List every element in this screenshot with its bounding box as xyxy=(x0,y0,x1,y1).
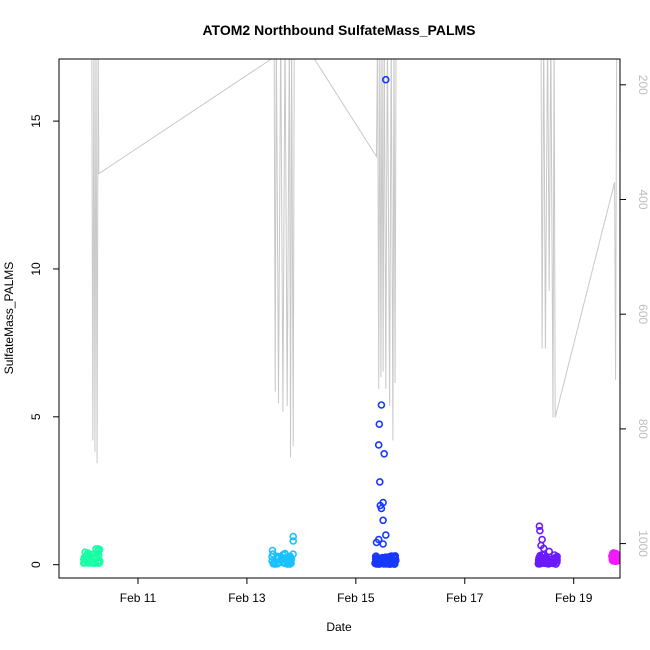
data-point xyxy=(374,441,383,449)
data-point xyxy=(379,516,387,525)
plot-frame xyxy=(58,58,621,579)
y-tick-label: 5 xyxy=(29,413,43,420)
data-point xyxy=(611,557,620,565)
x-tick-label: Feb 13 xyxy=(228,591,266,605)
data-point xyxy=(268,546,277,555)
data-point xyxy=(609,549,618,558)
y-tick-label: 0 xyxy=(29,561,43,568)
y2-tick-label: 600 xyxy=(636,304,650,324)
y-axis-label: SulfateMass_PALMS xyxy=(2,262,16,375)
data-point xyxy=(92,545,100,553)
data-point xyxy=(381,531,390,539)
data-point xyxy=(80,555,88,564)
y-tick-label: 15 xyxy=(29,114,43,128)
data-point xyxy=(85,558,93,567)
data-point xyxy=(545,547,554,556)
data-point xyxy=(289,537,298,545)
data-point xyxy=(375,420,384,429)
y-axis: 0 5 10 15 xyxy=(29,114,59,568)
data-point xyxy=(536,526,544,535)
data-point xyxy=(375,478,384,486)
x-axis: Feb 11 Feb 13 Feb 15 Feb 17 Feb 19 xyxy=(120,578,593,605)
data-point xyxy=(287,555,296,563)
y2-tick-label: 800 xyxy=(636,419,650,439)
data-point xyxy=(391,553,399,562)
pressure-line xyxy=(91,59,618,464)
data-point xyxy=(377,504,386,513)
data-point xyxy=(546,559,554,568)
data-point xyxy=(391,556,400,565)
data-point xyxy=(274,559,283,567)
y2-tick-label: 200 xyxy=(636,75,650,95)
data-point xyxy=(535,522,544,531)
x-axis-label: Date xyxy=(326,620,352,634)
y-tick-label: 10 xyxy=(29,262,43,276)
data-point xyxy=(81,558,89,567)
points-layer xyxy=(79,75,620,568)
chart-title: ATOM2 Northbound SulfateMass_PALMS xyxy=(202,22,475,38)
data-point xyxy=(377,401,386,409)
x-tick-label: Feb 11 xyxy=(120,591,157,605)
data-point xyxy=(381,75,390,84)
x-tick-label: Feb 19 xyxy=(555,591,593,605)
pressure-layer xyxy=(91,59,618,464)
data-point xyxy=(612,549,620,558)
data-point xyxy=(94,551,103,560)
x-tick-label: Feb 15 xyxy=(337,591,375,605)
y2-tick-label: 400 xyxy=(636,189,650,209)
data-point xyxy=(538,535,546,544)
data-point xyxy=(380,449,389,458)
y2-axis: 200 400 600 800 1000 xyxy=(620,75,650,557)
data-point xyxy=(286,559,295,568)
data-point xyxy=(379,540,387,548)
data-point xyxy=(378,555,387,564)
data-point xyxy=(539,544,548,553)
y2-tick-label: 1000 xyxy=(636,530,650,557)
x-tick-label: Feb 17 xyxy=(446,591,484,605)
data-point xyxy=(281,549,289,558)
data-point xyxy=(289,532,298,541)
data-point xyxy=(372,538,381,547)
data-point xyxy=(553,554,561,563)
